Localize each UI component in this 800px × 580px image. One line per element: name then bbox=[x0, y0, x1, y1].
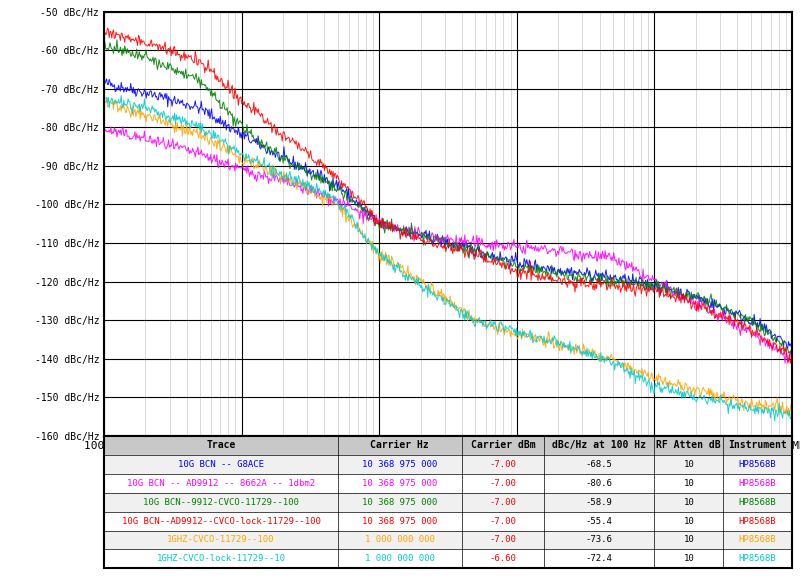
Bar bbox=[104, 549, 792, 568]
Text: -55.4: -55.4 bbox=[586, 517, 613, 525]
Text: 10G BCN -- G8ACE: 10G BCN -- G8ACE bbox=[178, 460, 264, 469]
Text: RF Atten dB: RF Atten dB bbox=[657, 440, 721, 450]
Text: -80.6: -80.6 bbox=[586, 478, 613, 488]
Bar bbox=[104, 474, 792, 492]
Text: -7.00: -7.00 bbox=[490, 517, 517, 525]
Bar bbox=[104, 492, 792, 512]
Text: dBc/Hz at 100 Hz: dBc/Hz at 100 Hz bbox=[552, 440, 646, 450]
Text: 1GHZ-CVCO-lock-11729--10: 1GHZ-CVCO-lock-11729--10 bbox=[157, 554, 286, 563]
Text: HP8568B: HP8568B bbox=[738, 460, 777, 469]
Text: -7.00: -7.00 bbox=[490, 478, 517, 488]
Text: 10: 10 bbox=[683, 498, 694, 506]
Text: 10: 10 bbox=[683, 535, 694, 545]
Text: 10 368 975 000: 10 368 975 000 bbox=[362, 517, 438, 525]
Text: Carrier dBm: Carrier dBm bbox=[470, 440, 535, 450]
Bar bbox=[104, 512, 792, 531]
Text: -7.00: -7.00 bbox=[490, 535, 517, 545]
Text: 10G BCN -- AD9912 -- 8662A -- 1dbm2: 10G BCN -- AD9912 -- 8662A -- 1dbm2 bbox=[127, 478, 315, 488]
Text: -7.00: -7.00 bbox=[490, 460, 517, 469]
Text: 1 000 000 000: 1 000 000 000 bbox=[365, 554, 434, 563]
Text: 10 368 975 000: 10 368 975 000 bbox=[362, 478, 438, 488]
Text: 10: 10 bbox=[683, 478, 694, 488]
Text: 1 000 000 000: 1 000 000 000 bbox=[365, 535, 434, 545]
Text: HP8568B: HP8568B bbox=[738, 517, 777, 525]
Text: HP8568B: HP8568B bbox=[738, 498, 777, 506]
Bar bbox=[104, 455, 792, 474]
Text: -72.4: -72.4 bbox=[586, 554, 613, 563]
Text: 10G BCN--AD9912--CVCO-lock-11729--100: 10G BCN--AD9912--CVCO-lock-11729--100 bbox=[122, 517, 320, 525]
Text: Instrument: Instrument bbox=[728, 440, 787, 450]
Text: 10: 10 bbox=[683, 460, 694, 469]
Text: -73.6: -73.6 bbox=[586, 535, 613, 545]
Text: HP8568B: HP8568B bbox=[738, 535, 777, 545]
Bar bbox=[104, 531, 792, 549]
Text: 10 368 975 000: 10 368 975 000 bbox=[362, 460, 438, 469]
Text: -6.60: -6.60 bbox=[490, 554, 517, 563]
Text: Trace: Trace bbox=[206, 440, 236, 450]
Text: 10 368 975 000: 10 368 975 000 bbox=[362, 498, 438, 506]
Bar bbox=[104, 436, 792, 455]
Text: HP8568B: HP8568B bbox=[738, 554, 777, 563]
Text: 10: 10 bbox=[683, 554, 694, 563]
Text: 10: 10 bbox=[683, 517, 694, 525]
Text: Carrier Hz: Carrier Hz bbox=[370, 440, 430, 450]
Text: HP8568B: HP8568B bbox=[738, 478, 777, 488]
Text: -7.00: -7.00 bbox=[490, 498, 517, 506]
Text: 1GHZ-CVCO-11729--100: 1GHZ-CVCO-11729--100 bbox=[167, 535, 274, 545]
Text: 10G BCN--9912-CVCO-11729--100: 10G BCN--9912-CVCO-11729--100 bbox=[143, 498, 299, 506]
Text: -68.5: -68.5 bbox=[586, 460, 613, 469]
Text: -58.9: -58.9 bbox=[586, 498, 613, 506]
